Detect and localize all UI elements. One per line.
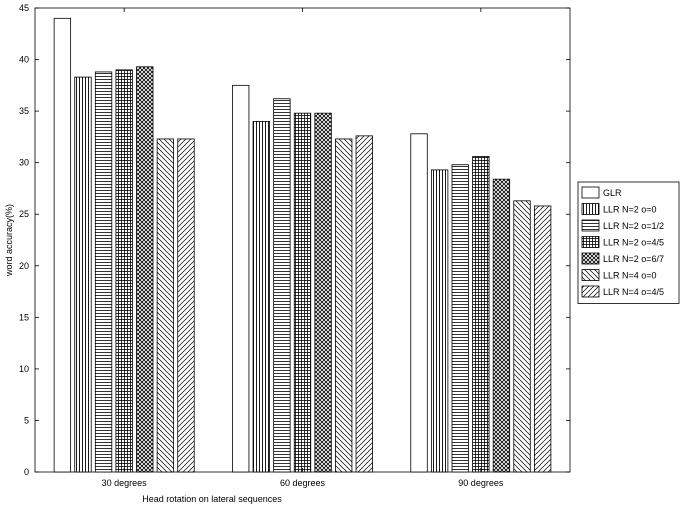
y-tick-label: 0	[24, 467, 29, 477]
bar-2-cat-2	[252, 121, 270, 473]
bar-3-cat-2	[273, 98, 291, 473]
y-tick-label: 30	[19, 158, 29, 168]
legend-label-7: LLR N=4 o=4/5	[603, 287, 664, 297]
legend-label-1: GLR	[603, 188, 622, 198]
y-tick-label: 5	[24, 415, 29, 425]
legend-swatch-5	[581, 252, 600, 265]
legend-label-2: LLR N=2 o=0	[603, 205, 657, 215]
x-tick-label: 60 degrees	[280, 478, 326, 488]
bar-6-cat-1	[156, 138, 175, 473]
legend-swatch-3	[581, 219, 600, 232]
bar-5-cat-1	[136, 66, 154, 473]
plot-area: 0 5 10 15 20 25 30 35 40 45 30 degrees 60 degrees 90…	[19, 3, 571, 488]
bar-3-cat-1	[94, 71, 113, 473]
legend-label-3: LLR N=2 o=1/2	[603, 221, 664, 231]
y-tick-label: 45	[19, 3, 29, 13]
bar-7-cat-1	[177, 138, 195, 473]
y-tick-label: 25	[19, 209, 29, 219]
legend-swatch-2	[581, 203, 600, 215]
bar-1-cat-3	[410, 133, 428, 473]
y-tick-label: 35	[19, 106, 29, 116]
x-axis-label: Head rotation on lateral sequences	[142, 494, 282, 504]
bar-7-cat-3	[533, 205, 552, 473]
bar-5-cat-2	[314, 112, 332, 473]
legend-swatch-6	[581, 269, 600, 281]
bar-4-cat-1	[115, 69, 133, 473]
bar-2-cat-1	[74, 76, 92, 473]
bar-1-cat-2	[232, 84, 250, 473]
y-axis-title: word accuracy(%)	[4, 204, 14, 277]
bar-3-cat-3	[451, 164, 469, 473]
legend-swatch-4	[581, 236, 600, 248]
bar-1-cat-1	[53, 17, 72, 473]
legend-label-5: LLR N=2 o=6/7	[603, 254, 664, 264]
bar-4-cat-2	[293, 112, 312, 473]
y-axis-label: word accuracy(%)	[4, 204, 14, 277]
bar-2-cat-3	[430, 169, 449, 473]
bar-6-cat-3	[513, 200, 531, 473]
bar-6-cat-2	[335, 138, 353, 473]
legend-label-6: LLR N=4 o=0	[603, 271, 657, 281]
legend-swatch-1	[581, 186, 600, 199]
x-tick-label: 90 degrees	[458, 478, 504, 488]
bar-4-cat-3	[472, 156, 490, 473]
legend: GLR LLR N=2 o=0 LLR N=2 o=1/2 LLR N=2 o=4/5…	[577, 181, 680, 304]
legend-label-4: LLR N=2 o=4/5	[603, 238, 664, 248]
y-tick-label: 40	[19, 55, 29, 65]
bar-7-cat-2	[355, 135, 373, 473]
legend-swatch-7	[581, 285, 600, 298]
y-tick-label: 15	[19, 312, 29, 322]
y-tick-label: 10	[19, 364, 29, 374]
x-tick-label: 30 degrees	[102, 478, 148, 488]
y-tick-label: 20	[19, 261, 29, 271]
bar-5-cat-3	[492, 178, 511, 473]
x-axis-title: Head rotation on lateral sequences	[142, 494, 282, 504]
